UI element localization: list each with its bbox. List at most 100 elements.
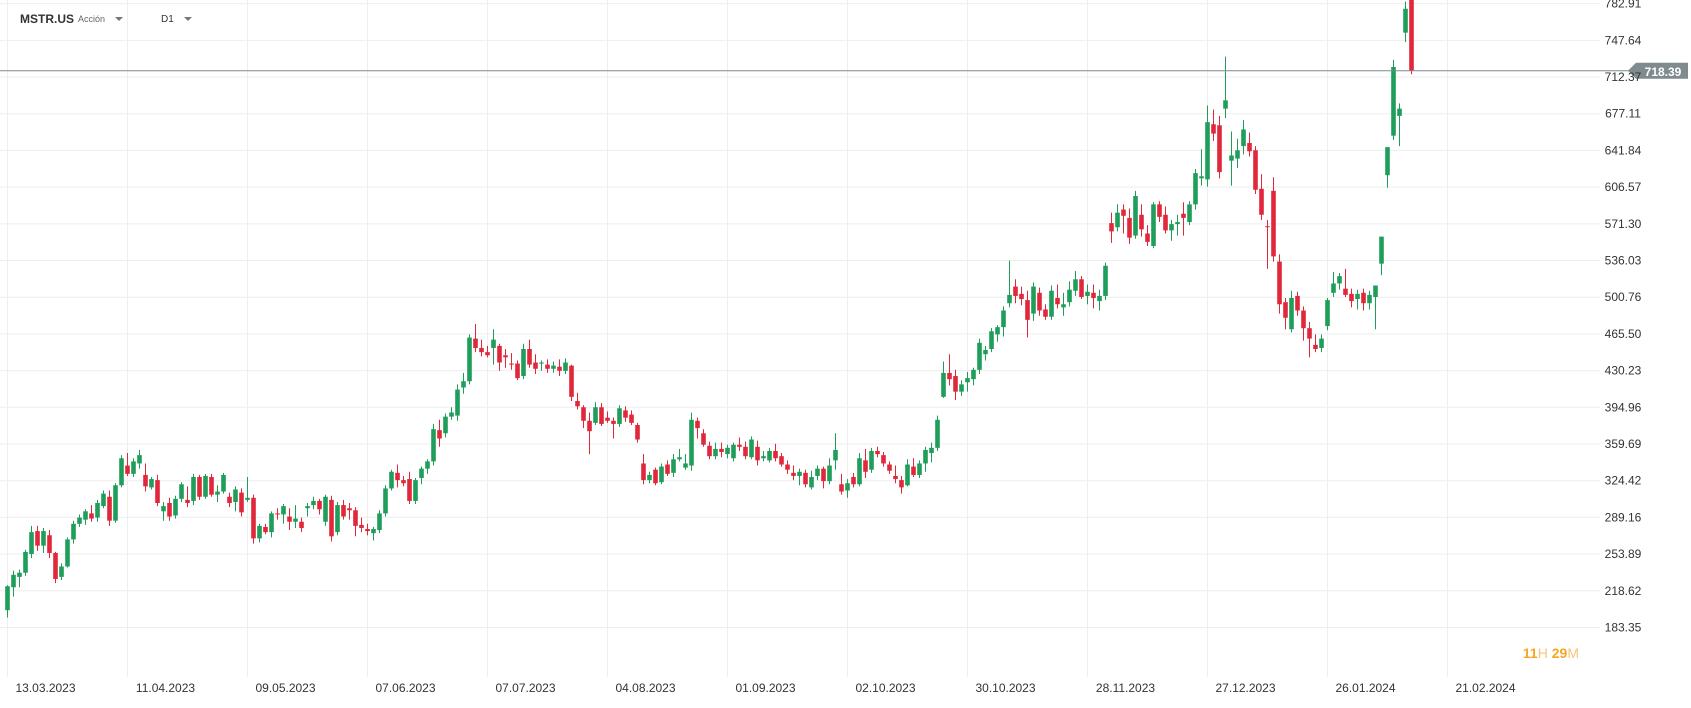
candle[interactable] — [1205, 105, 1210, 187]
candle[interactable] — [1037, 287, 1042, 316]
candle[interactable] — [1151, 202, 1156, 249]
candle[interactable] — [965, 371, 970, 392]
candle[interactable] — [977, 338, 982, 374]
candle[interactable] — [587, 412, 592, 455]
candle[interactable] — [233, 486, 238, 512]
candle[interactable] — [41, 527, 46, 553]
candle[interactable] — [797, 468, 802, 486]
candle[interactable] — [431, 423, 436, 466]
candle[interactable] — [1079, 276, 1084, 300]
candle[interactable] — [881, 452, 886, 467]
candle[interactable] — [911, 458, 916, 477]
candle[interactable] — [989, 328, 994, 353]
candle[interactable] — [131, 458, 136, 477]
candle[interactable] — [905, 459, 910, 487]
candle[interactable] — [563, 358, 568, 374]
candle[interactable] — [671, 454, 676, 477]
candle[interactable] — [551, 361, 556, 373]
candle[interactable] — [89, 505, 94, 522]
candle[interactable] — [1391, 59, 1396, 140]
candle[interactable] — [311, 496, 316, 510]
candle[interactable] — [155, 474, 160, 507]
candle[interactable] — [1235, 138, 1240, 168]
candle[interactable] — [245, 476, 250, 502]
candle[interactable] — [1247, 132, 1252, 157]
candle[interactable] — [1361, 288, 1366, 311]
candle[interactable] — [143, 463, 148, 492]
candle[interactable] — [401, 475, 406, 487]
candle[interactable] — [1403, 1, 1408, 43]
candle[interactable] — [215, 485, 220, 502]
candle[interactable] — [1211, 109, 1216, 141]
candle[interactable] — [1073, 270, 1078, 296]
candle[interactable] — [1397, 103, 1402, 147]
candle[interactable] — [623, 406, 628, 422]
candle[interactable] — [899, 475, 904, 494]
candle[interactable] — [971, 367, 976, 386]
candle[interactable] — [305, 502, 310, 517]
candle[interactable] — [1373, 285, 1378, 330]
candle[interactable] — [1091, 284, 1096, 309]
candle[interactable] — [383, 485, 388, 517]
candle[interactable] — [473, 324, 478, 353]
candle[interactable] — [929, 442, 934, 463]
candle[interactable] — [257, 523, 262, 543]
candle[interactable] — [1379, 236, 1384, 276]
candle[interactable] — [269, 511, 274, 538]
candle[interactable] — [917, 460, 922, 479]
candle[interactable] — [191, 473, 196, 506]
candle[interactable] — [869, 447, 874, 473]
candle[interactable] — [1055, 284, 1060, 309]
candle[interactable] — [287, 508, 292, 531]
candle[interactable] — [137, 449, 142, 469]
candle[interactable] — [443, 413, 448, 438]
candle[interactable] — [449, 407, 454, 420]
candle[interactable] — [491, 329, 496, 365]
candle[interactable] — [263, 523, 268, 535]
candle[interactable] — [593, 402, 598, 425]
candle[interactable] — [833, 433, 838, 470]
candle[interactable] — [731, 442, 736, 462]
candle[interactable] — [1115, 204, 1120, 232]
candle[interactable] — [857, 453, 862, 487]
candle[interactable] — [791, 465, 796, 481]
candle[interactable] — [749, 436, 754, 460]
candle[interactable] — [701, 429, 706, 447]
candle[interactable] — [767, 447, 772, 463]
symbol-dropdown-icon[interactable] — [115, 17, 124, 21]
candle[interactable] — [1199, 149, 1204, 186]
candle[interactable] — [1295, 291, 1300, 316]
candle[interactable] — [95, 499, 100, 522]
candle[interactable] — [1121, 204, 1126, 234]
candle[interactable] — [1349, 288, 1354, 308]
candle[interactable] — [719, 442, 724, 458]
candle[interactable] — [35, 525, 40, 551]
candle[interactable] — [1217, 115, 1222, 179]
candle[interactable] — [353, 507, 358, 537]
candle[interactable] — [113, 483, 118, 523]
candle[interactable] — [569, 364, 574, 402]
candle[interactable] — [653, 467, 658, 486]
candle[interactable] — [1169, 219, 1174, 241]
candle[interactable] — [557, 359, 562, 377]
candle[interactable] — [1187, 201, 1192, 226]
candle[interactable] — [1307, 321, 1312, 358]
candle[interactable] — [83, 509, 88, 525]
candle[interactable] — [1001, 306, 1006, 337]
candle[interactable] — [947, 354, 952, 386]
candle[interactable] — [1283, 298, 1288, 330]
candle[interactable] — [1109, 212, 1114, 243]
candle[interactable] — [1265, 219, 1270, 269]
candle[interactable] — [611, 417, 616, 439]
candle[interactable] — [107, 490, 112, 526]
candle[interactable] — [455, 384, 460, 421]
candle[interactable] — [299, 517, 304, 533]
candle[interactable] — [761, 450, 766, 462]
candle[interactable] — [539, 360, 544, 371]
candle[interactable] — [125, 453, 130, 476]
candle[interactable] — [221, 472, 226, 494]
candle[interactable] — [1193, 168, 1198, 210]
candle[interactable] — [485, 345, 490, 358]
candle[interactable] — [575, 392, 580, 410]
candle[interactable] — [665, 460, 670, 476]
